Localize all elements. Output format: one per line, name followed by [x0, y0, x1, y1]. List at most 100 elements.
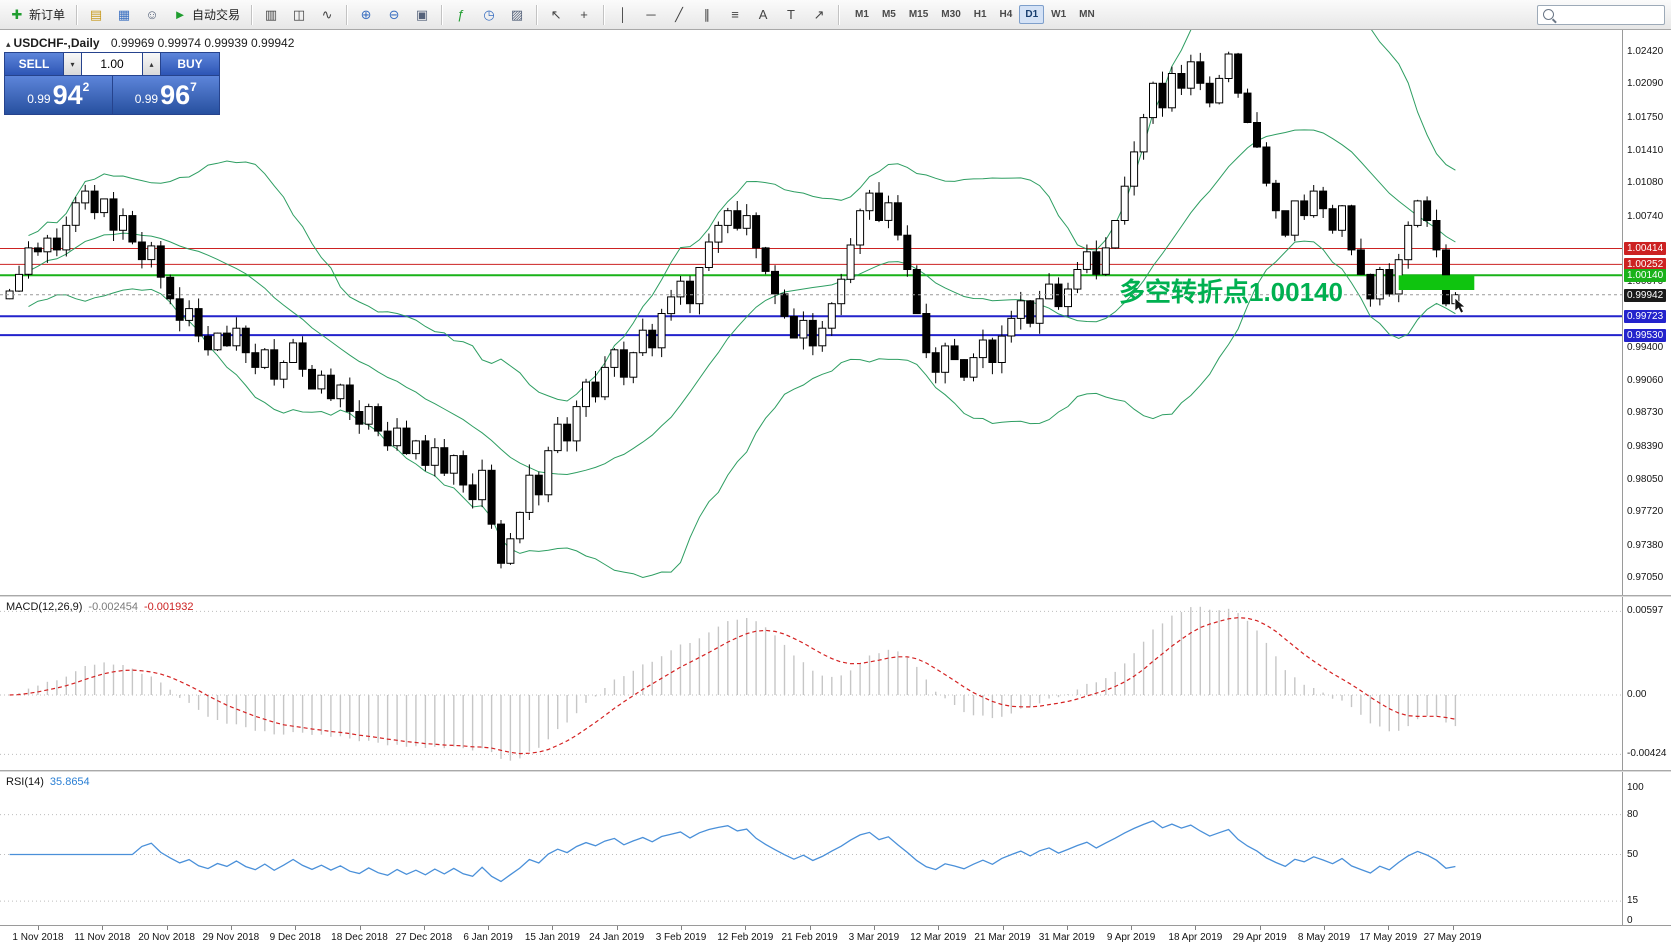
time-tick [295, 926, 297, 930]
price-grid-label: 1.02090 [1627, 78, 1664, 90]
time-tick [1131, 926, 1133, 930]
time-label: 31 Mar 2019 [1038, 932, 1095, 943]
ask-big-digits: 96 [160, 79, 191, 110]
volume-input[interactable] [82, 53, 142, 75]
zoom-out-icon: ⊖ [388, 6, 400, 22]
chart-canvas[interactable] [0, 30, 1622, 595]
price-line-label: 0.99942 [1624, 288, 1667, 302]
one-click-trading-panel: SELL ▾ ▴ BUY 0.99 94 2 0.99 96 7 [4, 52, 220, 115]
toolbar-separator [838, 4, 840, 25]
data-window-icon: ▦ [117, 6, 131, 22]
collapse-icon[interactable]: ▴ [6, 39, 11, 49]
timeframe-h1[interactable]: H1 [973, 9, 987, 20]
macd-signal-value: -0.001932 [143, 601, 194, 613]
timeframe-d1[interactable]: D1 [1019, 5, 1045, 24]
price-line-label: 1.00140 [1624, 269, 1667, 283]
tile-windows-icon: ▣ [415, 6, 429, 22]
pane-splitter[interactable] [0, 770, 1671, 772]
time-label: 15 Jan 2019 [524, 932, 580, 943]
time-tick [1002, 926, 1004, 930]
horizontal-line-button[interactable]: ─ [638, 3, 664, 27]
price-line-label: 0.99723 [1624, 310, 1667, 324]
rsi-pane[interactable] [0, 772, 1622, 925]
crosshair-icon: + [580, 6, 588, 22]
buy-button[interactable]: BUY [161, 53, 219, 75]
time-tick [359, 926, 361, 930]
candlestick-button[interactable]: ◫ [286, 3, 312, 27]
periods-button[interactable]: ◷ [476, 3, 502, 27]
trendline-button[interactable]: ╱ [666, 3, 692, 27]
time-label: 3 Feb 2019 [655, 932, 707, 943]
rsi-axis-label: 50 [1627, 848, 1639, 860]
time-tick [488, 926, 490, 930]
zoom-in-button[interactable]: ⊕ [353, 3, 379, 27]
fibonacci-button[interactable]: ≡ [722, 3, 748, 27]
new-order-button[interactable]: ✚ 新订单 [4, 3, 70, 27]
volume-down-button[interactable]: ▾ [64, 53, 81, 75]
ask-quote-button[interactable]: 0.99 96 7 [112, 76, 219, 114]
timeframe-mn[interactable]: MN [1079, 9, 1095, 20]
time-axis[interactable]: 1 Nov 2018 11 Nov 2018 20 Nov 2018 29 Nov 2… [0, 925, 1671, 951]
price-grid-label: 1.01750 [1627, 111, 1664, 123]
pivot-annotation[interactable]: 多空转折点1.00140 [1119, 277, 1343, 307]
timeframe-m1[interactable]: M1 [855, 9, 869, 20]
volume-up-button[interactable]: ▴ [143, 53, 160, 75]
navigator-button[interactable]: ☺ [139, 3, 165, 27]
price-line-label: 1.00414 [1624, 242, 1667, 256]
label-tool-button[interactable]: T [778, 3, 804, 27]
cursor-button[interactable]: ↖ [543, 3, 569, 27]
toolbar-separator [603, 4, 605, 25]
templates-button[interactable]: ▨ [504, 3, 530, 27]
timeframe-m30[interactable]: M30 [941, 9, 961, 20]
tile-windows-button[interactable]: ▣ [409, 3, 435, 27]
line-chart-button[interactable]: ∿ [314, 3, 340, 27]
macd-pane[interactable] [0, 597, 1622, 770]
price-axis[interactable]: 1.02420 1.02090 1.01750 1.01410 1.01080 1.007… [1622, 30, 1670, 926]
vertical-line-button[interactable]: │ [610, 3, 636, 27]
price-grid-label: 0.99400 [1627, 341, 1664, 353]
price-grid-label: 0.97720 [1627, 506, 1664, 518]
text-tool-button[interactable]: A [750, 3, 776, 27]
time-label: 9 Dec 2018 [269, 932, 321, 943]
time-tick [1259, 926, 1261, 930]
channel-icon: ∥ [703, 6, 711, 22]
crosshair-button[interactable]: + [571, 3, 597, 27]
market-watch-button[interactable]: ▤ [83, 3, 109, 27]
rsi-label: RSI(14) 35.8654 [6, 776, 90, 788]
time-label: 17 May 2019 [1359, 932, 1418, 943]
time-label: 27 May 2019 [1423, 932, 1482, 943]
auto-trading-button[interactable]: ► 自动交易 [167, 3, 245, 27]
time-label: 6 Jan 2019 [463, 932, 513, 943]
time-tick [1195, 926, 1197, 930]
rsi-value: 35.8654 [49, 776, 90, 788]
search-input[interactable] [1558, 7, 1659, 22]
timeframe-w1[interactable]: W1 [1051, 9, 1067, 20]
zoom-out-button[interactable]: ⊖ [381, 3, 407, 27]
data-window-button[interactable]: ▦ [111, 3, 137, 27]
sell-button[interactable]: SELL [5, 53, 63, 75]
bar-chart-button[interactable]: ▥ [258, 3, 284, 27]
symbol-label: USDCHF-,Daily [13, 36, 100, 50]
price-grid-label: 1.01080 [1627, 177, 1664, 189]
rsi-axis-label: 80 [1627, 808, 1639, 820]
timeframe-m5[interactable]: M5 [881, 9, 896, 20]
bid-quote-button[interactable]: 0.99 94 2 [5, 76, 112, 114]
toolbar-separator [76, 4, 78, 25]
indicators-button[interactable]: ƒ [448, 3, 474, 27]
arrows-tool-button[interactable]: ↗ [806, 3, 832, 27]
timeframe-h4[interactable]: H4 [999, 9, 1013, 20]
rsi-axis-label: 0 [1627, 915, 1633, 926]
macd-axis-label: -0.00424 [1627, 748, 1667, 760]
time-label: 12 Feb 2019 [717, 932, 774, 943]
line-chart-icon: ∿ [321, 6, 333, 22]
channel-button[interactable]: ∥ [694, 3, 720, 27]
time-tick [938, 926, 940, 930]
market-watch-icon: ▤ [89, 6, 103, 22]
timeframe-m15[interactable]: M15 [908, 9, 929, 20]
time-tick [809, 926, 811, 930]
price-line-label: 1.00252 [1624, 258, 1667, 272]
time-label: 18 Apr 2019 [1168, 932, 1223, 943]
pane-splitter[interactable] [0, 595, 1671, 597]
price-grid-label: 0.98730 [1627, 407, 1664, 419]
bar-chart-icon: ▥ [264, 6, 278, 22]
